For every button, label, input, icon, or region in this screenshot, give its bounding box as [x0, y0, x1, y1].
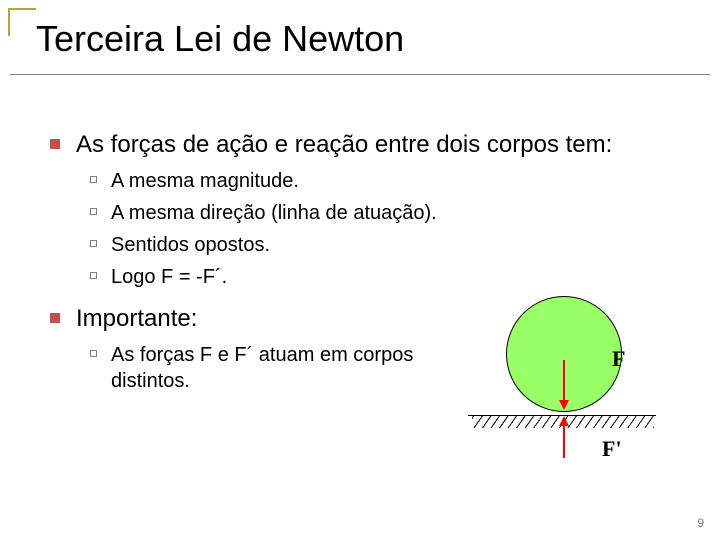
sub-bullet: A mesma magnitude. [90, 168, 690, 194]
sub-bullet: As forças F e F´ atuam em corpos distint… [90, 342, 450, 394]
hollow-square-icon [90, 240, 97, 247]
sub-bullet: Logo F = -F´. [90, 264, 690, 290]
sub-bullet: Sentidos opostos. [90, 232, 690, 258]
force-diagram: F F' [468, 296, 678, 486]
corner-accent [8, 8, 36, 36]
sub-bullet-text: A mesma direção (linha de atuação). [111, 200, 437, 226]
square-bullet-icon [50, 139, 60, 149]
page-number: 9 [697, 516, 704, 530]
hollow-square-icon [90, 208, 97, 215]
label-F: F [612, 346, 625, 372]
sub-bullets-1: A mesma magnitude. A mesma direção (linh… [50, 168, 690, 290]
bullet-text: As forças de ação e reação entre dois co… [76, 130, 612, 160]
sub-bullet-text: As forças F e F´ atuam em corpos distint… [111, 342, 450, 394]
sub-bullet: A mesma direção (linha de atuação). [90, 200, 690, 226]
bullet-main-1: As forças de ação e reação entre dois co… [50, 130, 690, 160]
sub-bullet-text: A mesma magnitude. [111, 168, 299, 194]
title-underline [10, 74, 710, 75]
sub-bullet-text: Logo F = -F´. [111, 264, 227, 290]
label-Fprime: F' [602, 436, 622, 462]
bullet-text: Importante: [76, 304, 197, 334]
hollow-square-icon [90, 272, 97, 279]
hollow-square-icon [90, 350, 97, 357]
square-bullet-icon [50, 313, 60, 323]
hollow-square-icon [90, 176, 97, 183]
sub-bullet-text: Sentidos opostos. [111, 232, 270, 258]
slide-title: Terceira Lei de Newton [36, 18, 404, 60]
